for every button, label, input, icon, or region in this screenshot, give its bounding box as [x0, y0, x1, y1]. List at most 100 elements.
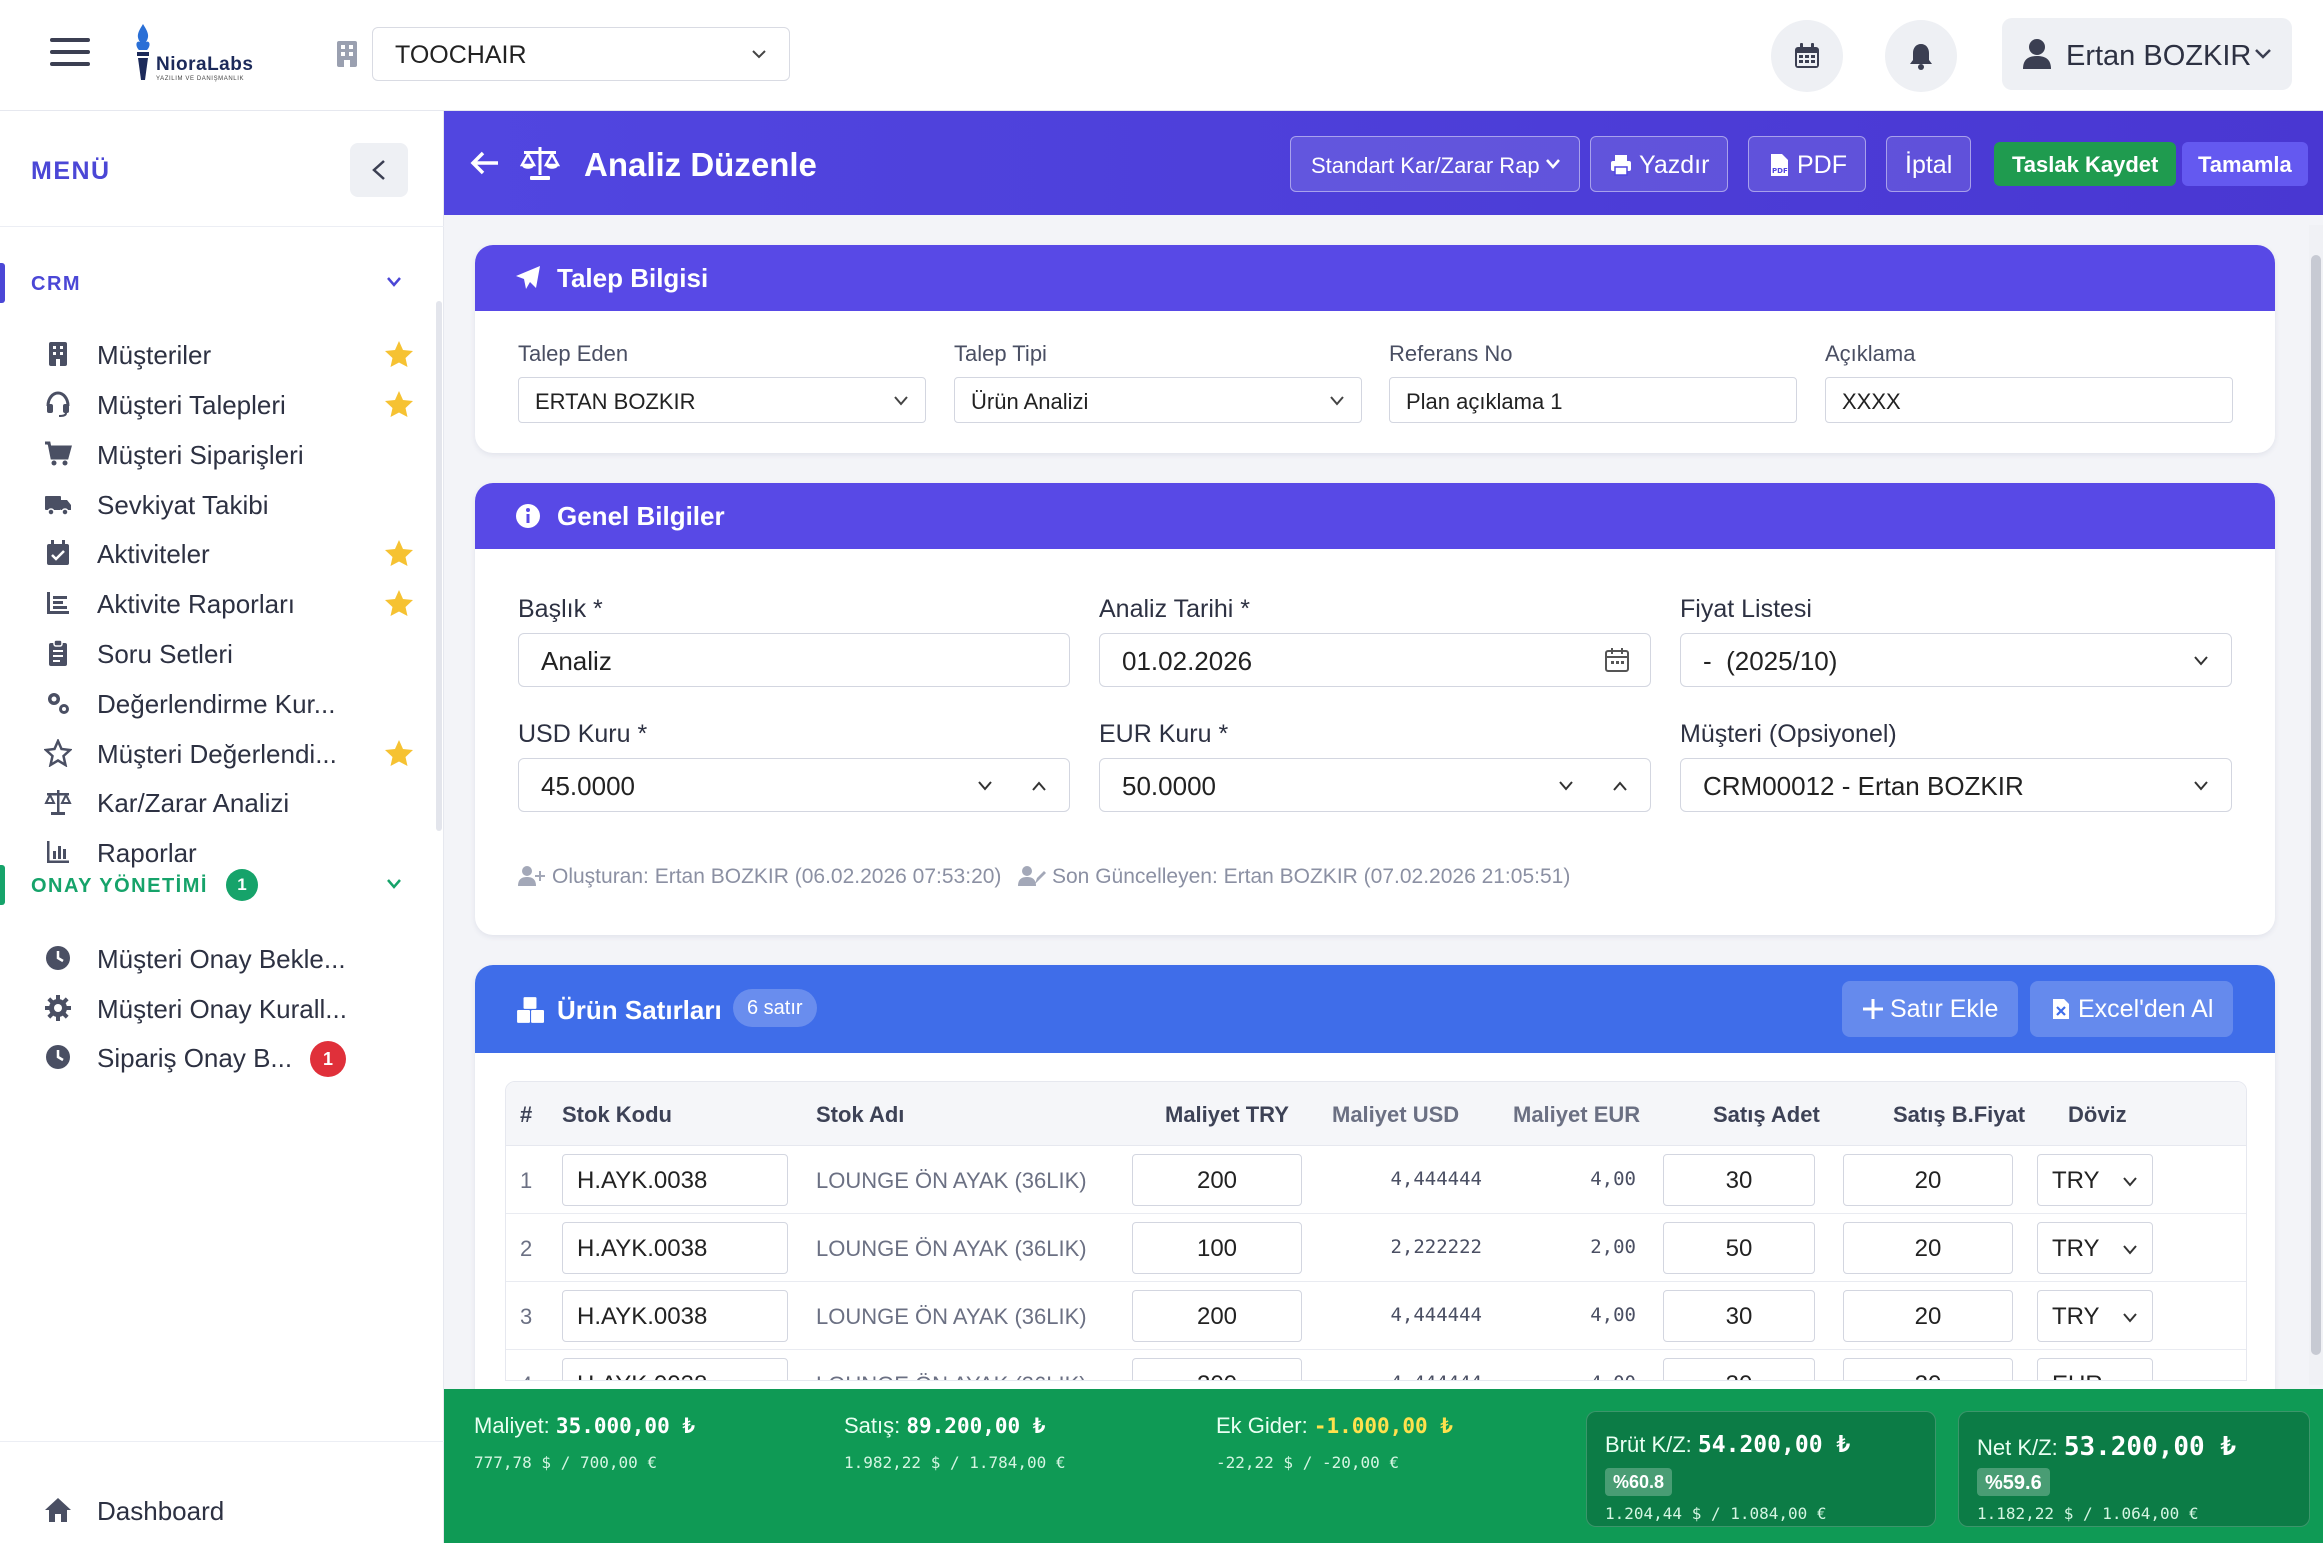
notifications-button[interactable] — [1885, 20, 1957, 92]
summary-sales: Satış: 89.200,00 ₺ 1.982,22 $ / 1.784,00… — [844, 1413, 1066, 1472]
stock-code-input[interactable]: H.AYK.0038 — [562, 1358, 788, 1380]
stock-name: LOUNGE ÖN AYAK (36LIK) — [816, 1236, 1087, 1261]
section-onay-yonetimi[interactable]: ONAY YÖNETİMİ 1 — [0, 865, 444, 905]
sales-price-input[interactable]: 20 — [1843, 1154, 2013, 1206]
excel-import-button[interactable]: Excel'den Al — [2030, 981, 2234, 1037]
sales-qty-input[interactable]: 30 — [1663, 1154, 1815, 1206]
tarih-input[interactable]: 01.02.2026 — [1099, 633, 1651, 687]
cost-try-input[interactable]: 200 — [1132, 1358, 1302, 1380]
sidebar-item-aktivite-raporlari[interactable]: Aktivite Raporları — [0, 569, 444, 635]
sidebar-item-kar-zarar-analizi[interactable]: Kar/Zarar Analizi — [0, 768, 444, 834]
column-header[interactable]: Maliyet TRY — [1165, 1102, 1289, 1127]
pdf-button[interactable]: PDF PDF — [1748, 136, 1866, 192]
sidebar-collapse-button[interactable] — [350, 143, 408, 197]
sidebar-item-musteri-onay-kurallari[interactable]: Müşteri Onay Kurall... — [0, 974, 444, 1040]
stock-code-input[interactable]: H.AYK.0038 — [562, 1154, 788, 1206]
requester-select[interactable]: ERTAN BOZKIR — [518, 377, 926, 423]
user-menu-button[interactable]: Ertan BOZKIR — [2002, 18, 2292, 90]
star-icon[interactable] — [384, 739, 414, 767]
sales-qty-input[interactable]: 30 — [1663, 1290, 1815, 1342]
type-select[interactable]: Ürün Analizi — [954, 377, 1362, 423]
stock-code-input[interactable]: H.AYK.0038 — [562, 1222, 788, 1274]
cost-try-input[interactable]: 100 — [1132, 1222, 1302, 1274]
column-header[interactable]: Döviz — [2068, 1102, 2127, 1127]
column-header[interactable]: Stok Kodu — [562, 1102, 672, 1127]
sales-price-input[interactable]: 20 — [1843, 1358, 2013, 1380]
currency-select[interactable]: EUR — [2037, 1358, 2153, 1380]
ref-input[interactable]: Plan açıklama 1 — [1389, 377, 1797, 423]
chevron-down-icon[interactable] — [977, 779, 993, 793]
chevron-down-icon[interactable] — [1558, 779, 1574, 793]
sidebar-item-sevkiyat-takibi[interactable]: Sevkiyat Takibi — [0, 470, 444, 536]
currency-select[interactable]: TRY — [2037, 1290, 2153, 1342]
star-icon[interactable] — [384, 340, 414, 368]
save-draft-button[interactable]: Taslak Kaydet — [1994, 142, 2177, 186]
sales-qty-input[interactable]: 30 — [1663, 1358, 1815, 1380]
section-crm[interactable]: CRM — [0, 263, 444, 303]
printer-icon — [1611, 155, 1631, 176]
add-row-button[interactable]: Satır Ekle — [1842, 981, 2019, 1037]
talep-bilgisi-card: Talep Bilgisi Talep Eden ERTAN BOZKIR Ta… — [475, 245, 2275, 453]
column-header[interactable]: Satış B.Fiyat — [1893, 1102, 2026, 1127]
summary-cost-value: 35.000,00 ₺ — [555, 1414, 695, 1438]
musteri-select[interactable]: CRM00012 - Ertan BOZKIR — [1680, 758, 2232, 812]
sidebar-item-musteri-degerlendirme[interactable]: Müşteri Değerlendi... — [0, 719, 444, 785]
column-header[interactable]: Stok Adı — [816, 1102, 905, 1127]
hamburger-menu-icon[interactable] — [50, 38, 90, 70]
sidebar-item-label: Dashboard — [97, 1496, 225, 1526]
usd-input[interactable]: 45.0000 — [518, 758, 1070, 812]
currency-select[interactable]: TRY — [2037, 1222, 2153, 1274]
star-icon[interactable] — [384, 589, 414, 617]
sidebar-item-musteri-onay-bekleyen[interactable]: Müşteri Onay Bekle... — [0, 924, 444, 990]
complete-button[interactable]: Tamamla — [2182, 142, 2308, 186]
sidebar-item-musteriler[interactable]: Müşteriler — [0, 320, 444, 386]
company-select[interactable]: TOOCHAIR — [372, 27, 790, 81]
logo[interactable]: NioraLabs YAZILIM VE DANIŞMANLIK — [130, 22, 260, 86]
sidebar-item-label: Müşteri Değerlendi... — [97, 739, 337, 769]
sales-price-input[interactable]: 20 — [1843, 1222, 2013, 1274]
chevron-up-icon[interactable] — [1612, 779, 1628, 793]
chevron-down-icon — [2194, 656, 2208, 666]
calendar-icon[interactable] — [1604, 647, 1630, 673]
eur-input[interactable]: 50.0000 — [1099, 758, 1651, 812]
page-scrollbar[interactable] — [2309, 225, 2323, 1385]
cost-try-input[interactable]: 200 — [1132, 1154, 1302, 1206]
back-arrow-icon[interactable] — [470, 149, 500, 177]
star-icon[interactable] — [384, 539, 414, 567]
desc-input[interactable]: XXXX — [1825, 377, 2233, 423]
column-header[interactable]: Maliyet EUR — [1513, 1102, 1641, 1127]
summary-cost: Maliyet: 35.000,00 ₺ 777,78 $ / 700,00 € — [474, 1413, 695, 1472]
baslik-input[interactable]: Analiz — [518, 633, 1070, 687]
sidebar-item-raporlar[interactable]: Raporlar — [0, 818, 444, 884]
report-template-select[interactable]: Standart Kar/Zarar Rap — [1290, 136, 1580, 192]
product-table: # Stok Kodu Stok Adı Maliyet TRY Maliyet… — [505, 1081, 2247, 1381]
star-icon[interactable] — [384, 390, 414, 418]
stock-code-input[interactable]: H.AYK.0038 — [562, 1290, 788, 1342]
sidebar-item-siparis-onay[interactable]: Sipariş Onay B... 1 — [0, 1023, 444, 1089]
sidebar-item-dashboard[interactable]: Dashboard — [0, 1476, 444, 1542]
sidebar-item-soru-setleri[interactable]: Soru Setleri — [0, 619, 444, 685]
currency-select[interactable]: TRY — [2037, 1154, 2153, 1206]
sidebar-item-aktiviteler[interactable]: Aktiviteler — [0, 519, 444, 585]
chevron-up-icon[interactable] — [1031, 779, 1047, 793]
sales-price-input[interactable]: 20 — [1843, 1290, 2013, 1342]
type-label: Talep Tipi — [954, 341, 1047, 366]
sidebar-item-musteri-siparisleri[interactable]: Müşteri Siparişleri — [0, 420, 444, 486]
fiyat-select[interactable]: - (2025/10) — [1680, 633, 2232, 687]
cost-eur: 4,00 — [1590, 1168, 1636, 1190]
cost-try-input[interactable]: 200 — [1132, 1290, 1302, 1342]
column-header[interactable]: Maliyet USD — [1332, 1102, 1460, 1127]
summary-net-percent: %59.6 — [1977, 1468, 2050, 1496]
calendar-button[interactable] — [1771, 20, 1843, 92]
scrollbar-thumb[interactable] — [2311, 255, 2321, 1355]
sidebar-scrollbar[interactable] — [436, 301, 442, 831]
print-button[interactable]: Yazdır — [1590, 136, 1729, 192]
column-header[interactable]: Satış Adet — [1713, 1102, 1820, 1127]
sidebar: MENÜ CRM Müşteriler Müşteri Talepleri Mü… — [0, 111, 444, 1543]
sidebar-item-musteri-talepleri[interactable]: Müşteri Talepleri — [0, 370, 444, 436]
home-icon — [45, 1498, 71, 1522]
sales-qty-input[interactable]: 50 — [1663, 1222, 1815, 1274]
page-header: Analiz Düzenle Standart Kar/Zarar Rap Ya… — [444, 111, 2323, 215]
sidebar-item-degerlendirme-kurallari[interactable]: Değerlendirme Kur... — [0, 669, 444, 735]
cancel-button[interactable]: İptal — [1886, 136, 1972, 192]
